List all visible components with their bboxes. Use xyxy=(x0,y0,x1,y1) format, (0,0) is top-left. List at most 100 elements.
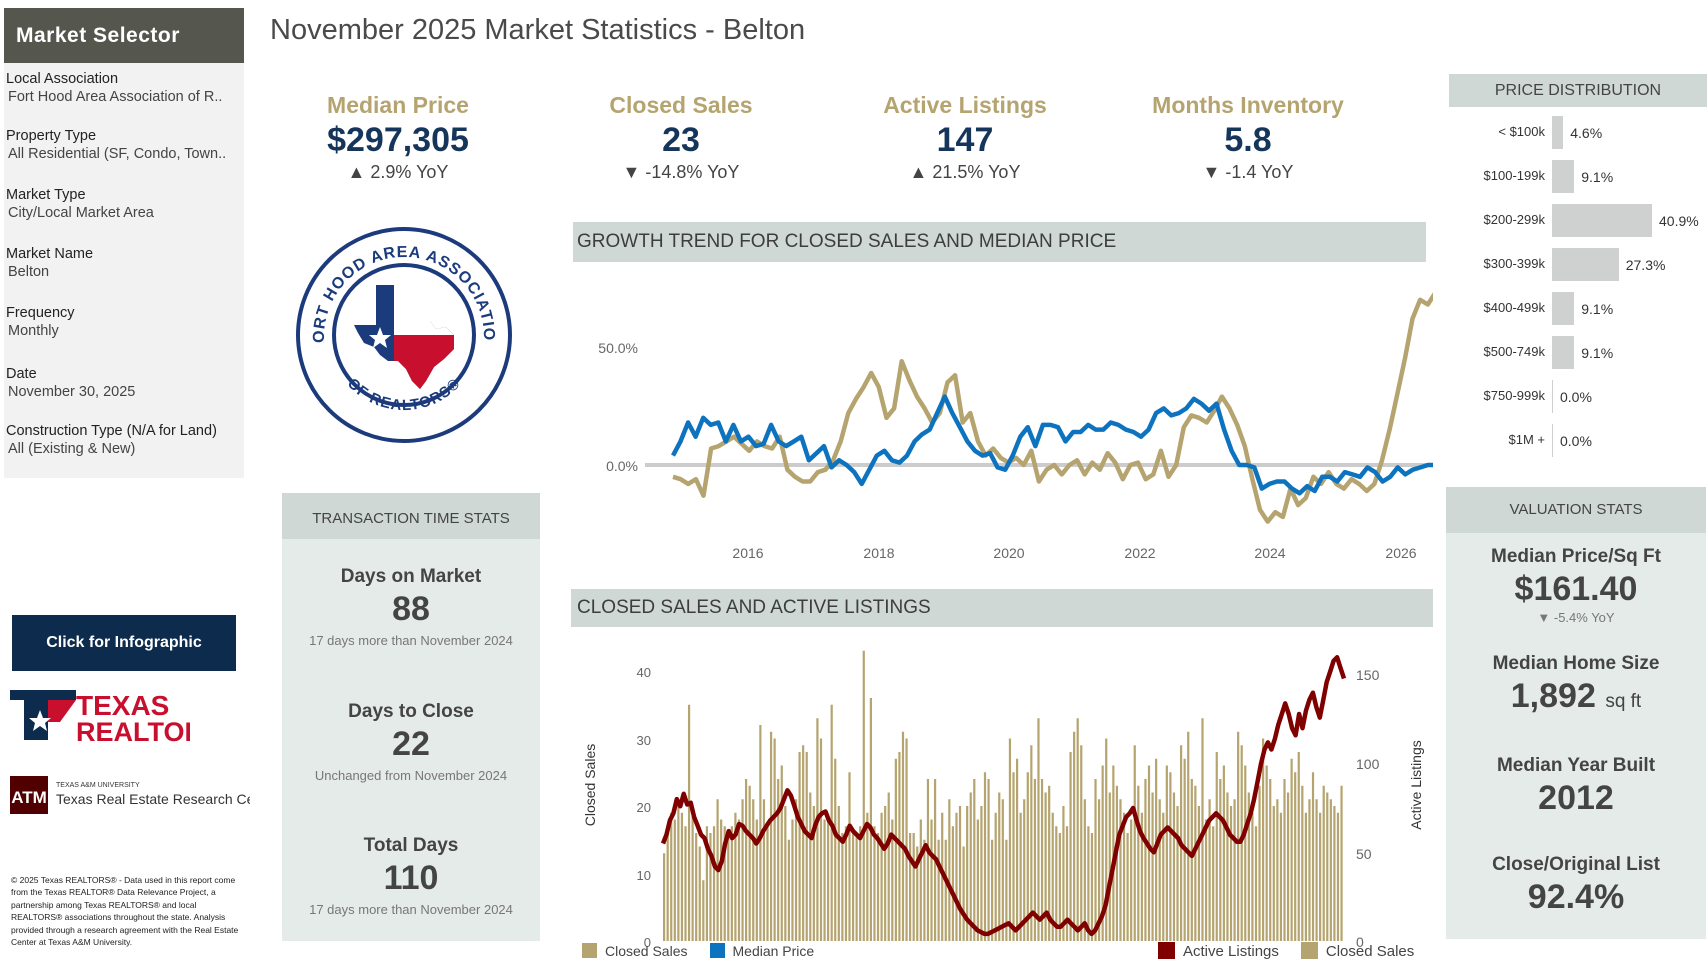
closed-sales-bar[interactable] xyxy=(1044,792,1047,942)
local-association-dropdown[interactable]: Fort Hood Area Association of R.. xyxy=(8,89,223,105)
closed-sales-bar[interactable] xyxy=(1101,765,1104,942)
legend-item[interactable]: Median Price xyxy=(709,943,814,959)
closed-sales-bar[interactable] xyxy=(1219,779,1222,941)
closed-sales-bar[interactable] xyxy=(720,819,723,942)
closed-sales-bar[interactable] xyxy=(880,812,883,941)
closed-sales-bar[interactable] xyxy=(1326,792,1329,942)
closed-sales-bar[interactable] xyxy=(1222,765,1225,942)
price-distribution-bar[interactable] xyxy=(1552,248,1619,281)
price-distribution-bar[interactable] xyxy=(1552,116,1564,149)
closed-sales-bar[interactable] xyxy=(1090,833,1094,941)
closed-sales-bar[interactable] xyxy=(898,752,901,941)
closed-sales-bar[interactable] xyxy=(1087,826,1090,941)
closed-sales-bar[interactable] xyxy=(937,839,940,941)
price-distribution-bar[interactable] xyxy=(1552,204,1652,237)
closed-sales-bar[interactable] xyxy=(983,772,987,941)
closed-sales-bar[interactable] xyxy=(752,799,755,941)
closed-sales-bar[interactable] xyxy=(919,819,922,942)
closed-sales-bar[interactable] xyxy=(1176,806,1179,941)
date-dropdown[interactable]: November 30, 2025 xyxy=(8,384,136,400)
closed-sales-bar[interactable] xyxy=(1065,826,1069,941)
closed-sales-bar[interactable] xyxy=(1194,785,1197,941)
closed-sales-bar[interactable] xyxy=(909,833,912,941)
closed-sales-bar[interactable] xyxy=(827,819,830,942)
closed-sales-bar[interactable] xyxy=(859,826,862,941)
closed-sales-bar[interactable] xyxy=(1269,779,1272,941)
closed-sales-bar[interactable] xyxy=(1301,785,1304,941)
closed-sales-bar[interactable] xyxy=(1105,738,1108,942)
closed-sales-bar[interactable] xyxy=(905,738,908,942)
closed-sales-bar[interactable] xyxy=(1080,745,1083,941)
growth-trend-chart[interactable]: 50.0% 0.0% 2016 2018 2020 2022 2024 2026 xyxy=(573,265,1433,565)
closed-sales-bar[interactable] xyxy=(891,819,894,942)
closed-sales-bar[interactable] xyxy=(969,792,972,942)
closed-sales-bar[interactable] xyxy=(741,799,744,941)
closed-sales-bar[interactable] xyxy=(1265,765,1268,942)
closed-sales-bar[interactable] xyxy=(777,779,780,941)
closed-sales-bar[interactable] xyxy=(869,698,873,941)
closed-sales-bar[interactable] xyxy=(687,704,691,941)
closed-sales-bar[interactable] xyxy=(1012,772,1015,941)
closed-sales-bar[interactable] xyxy=(1208,799,1211,941)
tamu-logo[interactable]: ATM TEXAS A&M UNIVERSITY Texas Real Esta… xyxy=(10,776,279,816)
closed-sales-bar[interactable] xyxy=(805,752,808,941)
closed-sales-bar[interactable] xyxy=(780,765,783,942)
closed-sales-bar[interactable] xyxy=(1151,792,1154,942)
closed-sales-bar[interactable] xyxy=(773,738,776,942)
closed-sales-bar[interactable] xyxy=(745,779,748,941)
market-name-dropdown[interactable]: Belton xyxy=(8,264,50,280)
closed-sales-bar[interactable] xyxy=(1037,718,1040,941)
closed-sales-bar[interactable] xyxy=(1279,812,1283,941)
closed-sales-bar[interactable] xyxy=(1008,738,1012,942)
closed-sales-bar[interactable] xyxy=(1119,799,1122,941)
closed-sales-bar[interactable] xyxy=(862,650,865,941)
closed-sales-bar[interactable] xyxy=(1030,745,1033,941)
closed-sales-bar[interactable] xyxy=(976,819,979,942)
closed-sales-bar[interactable] xyxy=(1244,765,1247,942)
closed-sales-bar[interactable] xyxy=(698,846,701,942)
closed-sales-bar[interactable] xyxy=(791,819,794,942)
market-type-dropdown[interactable]: City/Local Market Area xyxy=(8,205,154,221)
closed-sales-bar[interactable] xyxy=(1286,792,1290,942)
closed-sales-bar[interactable] xyxy=(1108,792,1111,942)
closed-sales-bar[interactable] xyxy=(677,806,680,941)
closed-sales-bar[interactable] xyxy=(787,839,790,941)
closed-sales-bar[interactable] xyxy=(1322,785,1325,941)
closed-sales-bar[interactable] xyxy=(1144,779,1147,941)
closed-sales-bar[interactable] xyxy=(1212,826,1215,941)
closed-sales-bar[interactable] xyxy=(1033,779,1037,941)
closed-sales-bar[interactable] xyxy=(944,839,947,941)
closed-sales-bar[interactable] xyxy=(766,826,769,941)
closed-sales-bar[interactable] xyxy=(848,772,851,941)
closed-sales-bar[interactable] xyxy=(1283,779,1286,941)
closed-sales-bar[interactable] xyxy=(1162,812,1165,941)
closed-sales-bar[interactable] xyxy=(663,853,666,941)
closed-sales-bar[interactable] xyxy=(994,812,997,941)
closed-sales-bar[interactable] xyxy=(873,826,876,941)
closed-sales-bar[interactable] xyxy=(973,779,976,941)
closed-sales-bar[interactable] xyxy=(1308,799,1311,941)
legend-item[interactable]: Closed Sales xyxy=(1300,942,1414,960)
closed-sales-bar[interactable] xyxy=(1094,779,1097,941)
closed-sales-bar[interactable] xyxy=(866,812,869,941)
closed-sales-bar[interactable] xyxy=(901,731,905,941)
closed-sales-bar[interactable] xyxy=(1204,819,1208,942)
closed-sales-bar[interactable] xyxy=(1187,731,1190,941)
closed-sales-bar[interactable] xyxy=(794,799,798,941)
closed-sales-bar[interactable] xyxy=(1083,799,1086,941)
closed-sales-bar[interactable] xyxy=(737,819,741,942)
closed-sales-bar[interactable] xyxy=(1115,785,1119,941)
closed-sales-bar[interactable] xyxy=(851,833,855,941)
closed-sales-bar[interactable] xyxy=(1122,812,1126,941)
closed-sales-bar[interactable] xyxy=(762,799,766,941)
closed-sales-bar[interactable] xyxy=(991,839,994,941)
price-distribution-bar[interactable] xyxy=(1552,292,1575,325)
closed-sales-bar[interactable] xyxy=(1040,779,1044,941)
closed-sales-bar[interactable] xyxy=(784,806,787,941)
closed-sales-bar[interactable] xyxy=(1276,799,1279,941)
closed-sales-bar[interactable] xyxy=(980,806,983,941)
closed-sales-bar[interactable] xyxy=(1001,799,1004,941)
closed-sales-bar[interactable] xyxy=(666,833,669,941)
closed-sales-bar[interactable] xyxy=(966,806,969,941)
closed-sales-bar[interactable] xyxy=(837,806,840,941)
